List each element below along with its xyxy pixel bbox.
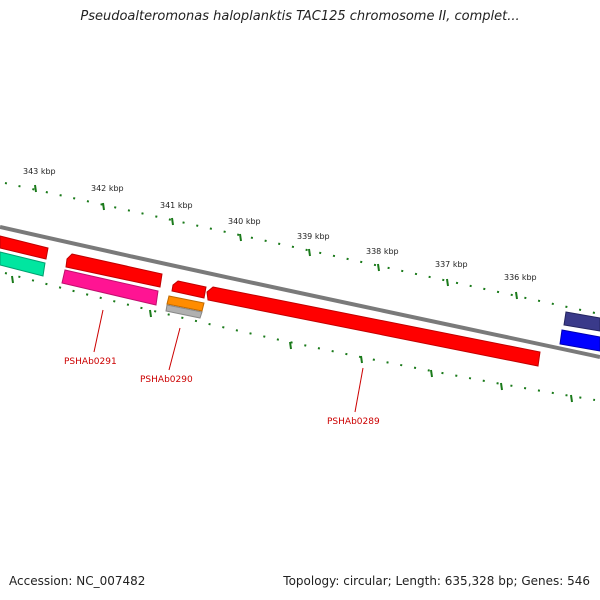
major-tick <box>102 202 105 211</box>
major-tick <box>430 369 433 378</box>
major-tick <box>34 184 37 193</box>
gene-label-pshab0291[interactable]: PSHAb0291 <box>64 357 117 367</box>
gene-reverse-magenta[interactable] <box>61 269 159 306</box>
scale-label: 337 kbp <box>435 260 468 269</box>
gene-label-pshab0289[interactable]: PSHAb0289 <box>327 417 380 427</box>
genome-summary: Topology: circular; Length: 635,328 bp; … <box>283 574 590 588</box>
gene-forward-red[interactable] <box>171 280 207 299</box>
backbone-arc <box>0 225 600 359</box>
major-tick <box>289 341 292 350</box>
leader-line <box>354 367 364 413</box>
major-tick <box>11 275 14 284</box>
major-tick <box>500 382 503 391</box>
gene-forward-red[interactable] <box>65 253 163 288</box>
major-tick <box>515 291 518 300</box>
major-tick <box>377 263 380 272</box>
scale-label: 336 kbp <box>504 273 537 282</box>
scale-label: 341 kbp <box>160 201 193 210</box>
gene-label-pshab0290[interactable]: PSHAb0290 <box>140 375 193 385</box>
major-tick <box>149 309 152 318</box>
leader-line <box>168 327 181 371</box>
inner-scale-ticks <box>4 272 596 403</box>
map-title: Pseudoalteromonas haloplanktis TAC125 ch… <box>80 9 520 24</box>
gene-forward-red[interactable] <box>206 286 541 367</box>
scale-label: 340 kbp <box>228 217 261 226</box>
gene-reverse-gray[interactable] <box>165 304 203 319</box>
gene-forward-navy[interactable] <box>563 311 600 332</box>
major-tick <box>570 394 573 403</box>
scale-label: 342 kbp <box>91 184 124 193</box>
scale-label: 339 kbp <box>297 232 330 241</box>
gene-forward-red[interactable] <box>0 235 49 260</box>
major-tick <box>360 355 363 364</box>
major-tick <box>171 217 174 226</box>
gene-reverse-blue[interactable] <box>559 329 600 352</box>
gene-reverse-orange[interactable] <box>166 295 205 312</box>
major-tick <box>239 233 242 242</box>
leader-line <box>93 309 104 353</box>
scale-label: 338 kbp <box>366 247 399 256</box>
accession-label: Accession: NC_007482 <box>9 574 146 588</box>
scale-label: 343 kbp <box>23 167 56 176</box>
gene-reverse-teal[interactable] <box>0 251 46 277</box>
major-tick <box>308 248 311 257</box>
major-tick <box>446 278 449 287</box>
outer-scale-ticks <box>4 182 596 314</box>
